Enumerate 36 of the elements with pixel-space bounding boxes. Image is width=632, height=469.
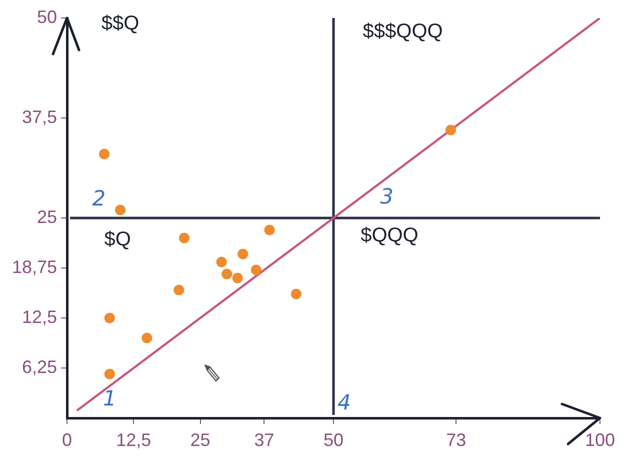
annotation: 3	[380, 184, 394, 208]
point	[104, 312, 115, 324]
x-tick-label: 25	[190, 430, 210, 450]
y-tick-label: 12,5	[22, 306, 57, 327]
x-tick-label: 12,5	[116, 430, 152, 450]
y-tick-label: 37,5	[22, 106, 57, 127]
annotation: $$$QQQ	[362, 20, 443, 43]
y-tick-label: 6,25	[22, 356, 57, 377]
x-tick-label: 73	[446, 430, 466, 450]
annotation: $$Q	[101, 12, 140, 35]
point	[216, 256, 227, 268]
point	[264, 224, 275, 236]
annotation: 4	[337, 390, 351, 414]
annotation: 2	[92, 186, 106, 210]
point	[174, 284, 184, 296]
point	[250, 264, 262, 276]
point	[99, 148, 110, 160]
x-tick-label: 100	[584, 430, 616, 450]
point	[115, 204, 126, 216]
x-tick-label: 37	[254, 430, 274, 450]
x-tick-label: 50	[323, 430, 344, 450]
point	[178, 232, 190, 244]
point	[232, 272, 243, 284]
point	[104, 368, 115, 380]
point	[290, 288, 302, 300]
annotation: 1	[102, 386, 116, 410]
annotation: $QQQ	[360, 224, 418, 247]
y-tick-label: 25	[36, 206, 57, 227]
point	[238, 248, 248, 260]
point	[142, 332, 152, 344]
y-tick-label: 50	[36, 6, 57, 27]
point	[222, 268, 232, 280]
y-tick-label: 18,75	[12, 256, 57, 277]
point	[445, 124, 456, 136]
annotation: $Q	[104, 228, 131, 251]
x-tick-label: 0	[62, 430, 72, 450]
